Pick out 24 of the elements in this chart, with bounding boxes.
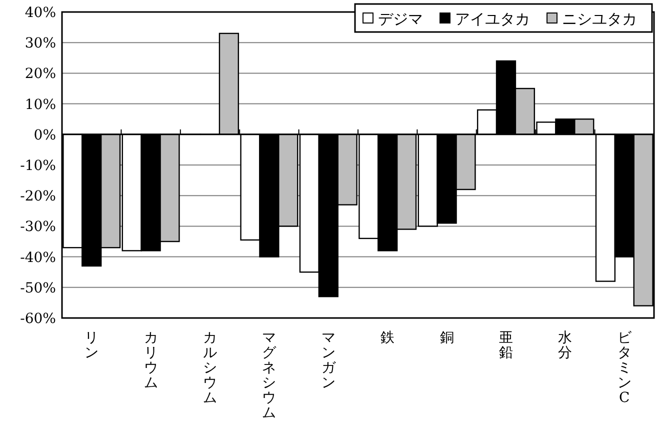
x-tick-label: 亜鉛 bbox=[499, 330, 513, 361]
legend-label: アイユタカ bbox=[455, 10, 530, 28]
y-tick-label: 0% bbox=[34, 127, 56, 144]
y-tick-label: 40% bbox=[24, 5, 56, 21]
x-tick-label: ビタミンC bbox=[617, 330, 632, 406]
y-tick-label: -10% bbox=[20, 158, 56, 174]
x-tick-label: 水分 bbox=[558, 330, 572, 361]
y-tick-label: -50% bbox=[20, 280, 56, 296]
x-tick-label: カリウム bbox=[144, 330, 158, 391]
y-tick-label: 20% bbox=[24, 66, 56, 82]
y-tick-label: -30% bbox=[20, 219, 56, 236]
x-tick-label: マンガン bbox=[321, 330, 336, 391]
legend-label: ニシユタカ bbox=[562, 10, 637, 28]
x-tick-label: カルシウム bbox=[203, 330, 217, 406]
y-tick-label: -60% bbox=[20, 311, 56, 327]
y-tick-label: -20% bbox=[20, 188, 56, 205]
y-tick-label: 30% bbox=[24, 36, 56, 52]
x-tick-label: マグネシウム bbox=[262, 330, 278, 421]
x-tick-label: 銅 bbox=[440, 330, 454, 346]
x-tick-label: リン bbox=[84, 330, 99, 361]
x-tick-label: 鉄 bbox=[380, 330, 395, 346]
y-tick-label: 10% bbox=[24, 96, 56, 113]
y-tick-label: -40% bbox=[20, 250, 56, 266]
legend-label: デジマ bbox=[378, 10, 423, 28]
